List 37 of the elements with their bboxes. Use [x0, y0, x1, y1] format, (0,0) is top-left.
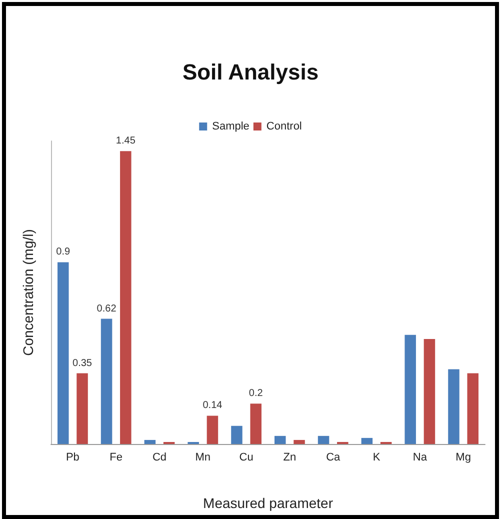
bar: [318, 436, 330, 444]
x-axis-title: Measured parameter: [203, 495, 334, 511]
data-label: 0.2: [248, 388, 264, 400]
bar: [206, 416, 218, 444]
x-tick-label: Cu: [239, 452, 254, 464]
chart-title: Soil Analysis: [182, 60, 319, 84]
bar: [76, 373, 88, 444]
bar: [144, 440, 156, 444]
x-tick-label: Pb: [66, 452, 80, 464]
data-label: 0.9: [56, 246, 71, 258]
bar: [58, 262, 69, 444]
legend-label: Control: [266, 120, 302, 132]
x-tick-label: Na: [412, 452, 428, 464]
data-label: 0.14: [202, 400, 223, 412]
bar: [448, 369, 460, 444]
bar: [250, 404, 262, 444]
bar: [404, 334, 416, 444]
legend-label: Sample: [212, 120, 250, 132]
data-label: 1.45: [116, 136, 136, 147]
bar: [467, 373, 478, 444]
bar: [361, 438, 373, 444]
bar: [424, 338, 436, 444]
x-tick-label: Mg: [456, 452, 471, 464]
bar: [100, 318, 112, 444]
x-tick-label: Mn: [195, 452, 211, 464]
bar: [231, 426, 242, 444]
x-tick-label: Ca: [326, 452, 342, 464]
bar: [274, 436, 286, 444]
x-tick-label: Cd: [152, 452, 167, 464]
bar: [120, 151, 132, 444]
y-axis-title: Concentration (mg/l): [20, 229, 36, 356]
x-tick-label: Fe: [110, 452, 123, 464]
data-label: 0.62: [96, 303, 117, 314]
data-label: 0.35: [72, 358, 92, 369]
x-tick-label: Zn: [283, 452, 296, 464]
x-tick-label: K: [372, 452, 381, 464]
bar: [294, 440, 305, 444]
